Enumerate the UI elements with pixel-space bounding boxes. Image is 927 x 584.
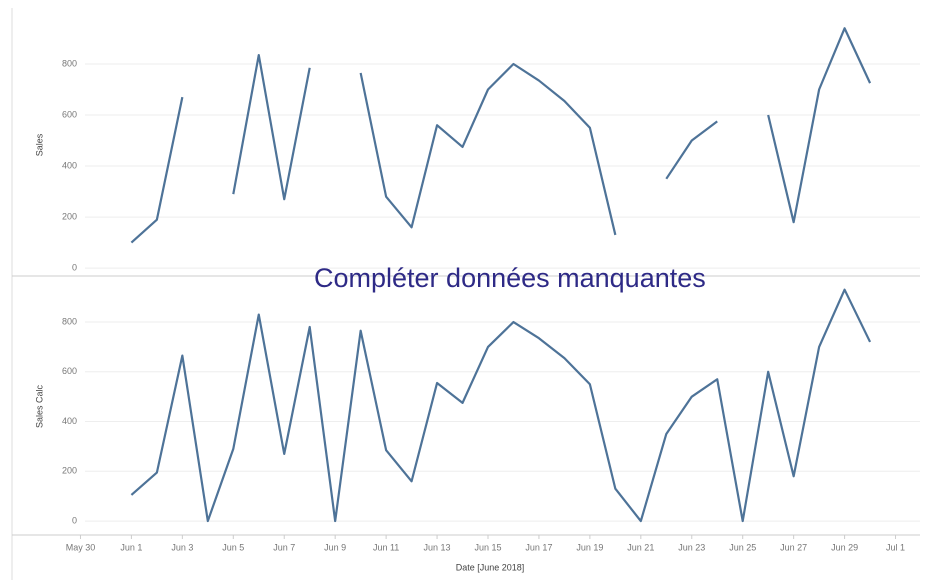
y-tick-label: 0 [72,515,77,525]
y-tick-label: 400 [62,416,77,426]
y-tick-label: 800 [62,58,77,68]
y-tick-label: 600 [62,366,77,376]
x-tick-label: Jun 15 [474,542,501,552]
x-tick-label: Jun 23 [678,542,705,552]
x-tick-label: Jun 27 [780,542,807,552]
y-tick-label: 400 [62,160,77,170]
x-tick-label: Jun 7 [273,542,295,552]
x-tick-label: May 30 [66,542,96,552]
y-axis-title: Sales Calc [34,384,44,428]
line [130,288,872,523]
y-tick-label: 200 [62,211,77,221]
x-tick-label: Jun 17 [525,542,552,552]
y-axis-title: Sales [34,133,44,156]
x-tick-label: Jun 19 [576,542,603,552]
line [130,27,872,244]
y-tick-label: 0 [72,262,77,272]
annotation: Compléter données manquantes [314,263,706,293]
x-tick-label: Jun 1 [120,542,142,552]
x-tick-label: Jun 29 [831,542,858,552]
x-tick-label: Jun 25 [729,542,756,552]
x-tick-label: Jun 11 [373,542,399,552]
x-axis-title: Date [June 2018] [456,562,525,572]
x-tick-label: Jun 3 [171,542,193,552]
x-tick-label: Jun 13 [424,542,451,552]
y-tick-label: 800 [62,316,77,326]
x-tick-label: Jun 21 [627,542,654,552]
y-tick-label: 200 [62,466,77,476]
x-tick-label: Jun 5 [222,542,244,552]
x-tick-label: Jun 9 [324,542,346,552]
x-tick-label: Jul 1 [886,542,905,552]
y-tick-label: 600 [62,109,77,119]
